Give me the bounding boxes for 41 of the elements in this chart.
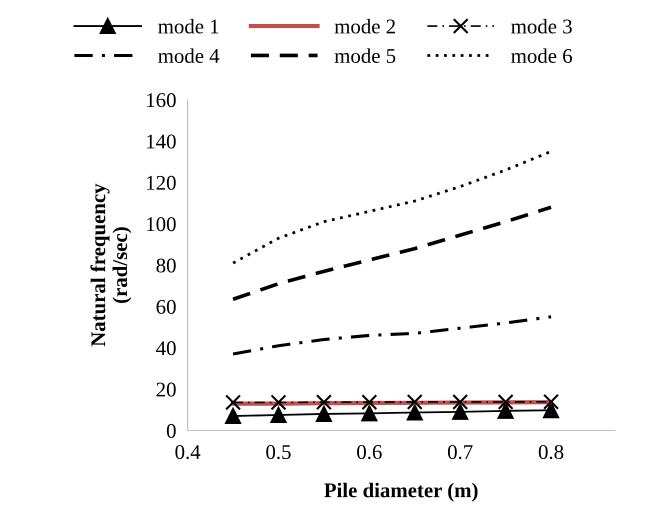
point bbox=[406, 394, 423, 410]
x-tick-label: 0.6 bbox=[357, 444, 382, 460]
point bbox=[452, 404, 468, 420]
point bbox=[498, 402, 514, 419]
legend-label: mode 6 bbox=[511, 48, 572, 63]
x-tick-label: 0.7 bbox=[448, 444, 473, 460]
point bbox=[543, 402, 560, 418]
y-tick-label: 140 bbox=[147, 134, 176, 149]
point bbox=[316, 394, 332, 410]
x-tick-label: 0.8 bbox=[538, 444, 564, 460]
legend-label: mode 5 bbox=[334, 48, 396, 63]
x-tick-label: 0.4 bbox=[175, 444, 200, 460]
point bbox=[316, 406, 332, 422]
y-tick-label: 100 bbox=[147, 217, 176, 232]
point bbox=[225, 394, 242, 410]
point bbox=[270, 407, 286, 423]
point bbox=[225, 408, 242, 424]
y-tick-label: 20 bbox=[156, 382, 176, 397]
legend-label: mode 1 bbox=[158, 18, 218, 34]
point bbox=[498, 394, 514, 410]
x-axis-title: Pile diameter (m) bbox=[324, 482, 478, 502]
point bbox=[543, 394, 560, 410]
line-series bbox=[232, 315, 553, 356]
point bbox=[270, 394, 286, 410]
legend-label: mode 2 bbox=[334, 18, 395, 34]
legend-label: mode 4 bbox=[158, 48, 220, 63]
x-tick-label: 0.5 bbox=[266, 444, 291, 460]
y-tick-label: 160 bbox=[147, 93, 176, 108]
y-tick-label: 0 bbox=[166, 424, 176, 438]
point bbox=[452, 394, 468, 410]
point bbox=[361, 405, 378, 422]
legend-label: mode 3 bbox=[511, 18, 572, 34]
point bbox=[406, 404, 423, 421]
line-series bbox=[231, 205, 553, 302]
line-series bbox=[232, 150, 552, 264]
y-tick-label: 40 bbox=[156, 341, 176, 356]
y-tick-label: 60 bbox=[156, 300, 176, 314]
y-tick-label: 80 bbox=[156, 258, 176, 273]
y-tick-label: 120 bbox=[147, 176, 176, 190]
point bbox=[361, 394, 378, 410]
y-axis-title: Natural frequency (rad/sec) bbox=[90, 184, 132, 346]
